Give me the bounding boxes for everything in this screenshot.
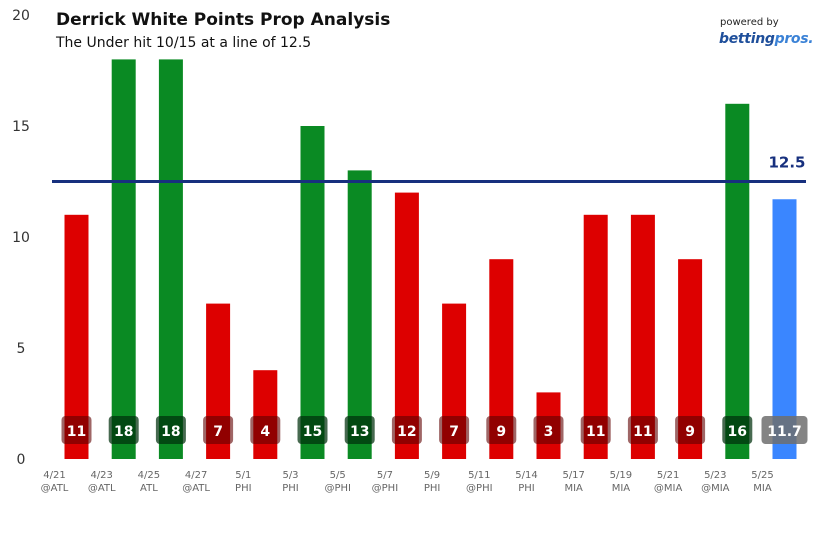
chart-subtitle: The Under hit 10/15 at a line of 12.5 (56, 35, 312, 51)
x-tick-date: 5/1 (235, 470, 251, 481)
value-label-box (155, 416, 186, 444)
value-label: 11.7 (767, 424, 802, 440)
value-label-box (297, 416, 328, 444)
x-tick-date: 5/17 (562, 470, 584, 481)
x-tick-date: 5/5 (330, 470, 346, 481)
value-label-box (722, 416, 753, 444)
value-label: 16 (728, 424, 747, 440)
value-label: 18 (114, 424, 133, 440)
y-tick-label: 10 (12, 230, 30, 246)
value-label-box (344, 416, 375, 444)
chart-title: Derrick White Points Prop Analysis (56, 10, 391, 30)
value-label-box (627, 416, 658, 444)
value-label-box (486, 416, 517, 444)
x-tick-date: 5/3 (282, 470, 298, 481)
value-label-box (439, 416, 470, 444)
logo-text-part1: betting (719, 31, 775, 47)
value-label-box (250, 416, 281, 444)
x-tick-opponent: ATL (140, 483, 158, 494)
x-tick-opponent: PHI (424, 483, 441, 494)
x-tick-opponent: @PHI (372, 483, 399, 494)
x-tick-opponent: @MIA (701, 483, 730, 494)
bar[interactable] (253, 370, 278, 459)
value-labels-group: 11 18 18 7 4 15 13 12 7 9 3 11 11 9 16 11.7 (61, 416, 808, 444)
y-axis: 0 5 10 15 20 (12, 8, 30, 468)
value-label-box (391, 416, 422, 444)
y-tick-label: 5 (17, 341, 26, 357)
value-label: 11 (633, 424, 652, 440)
value-label: 13 (350, 424, 369, 440)
x-tick-date: 4/27 (185, 470, 207, 481)
x-tick-date: 4/21 (43, 470, 65, 481)
value-label-box (675, 416, 706, 444)
x-tick-date: 5/9 (424, 470, 440, 481)
value-label: 15 (303, 424, 322, 440)
bars-group (64, 59, 797, 460)
logo-text-part2: pros. (774, 31, 814, 47)
value-label: 11 (67, 424, 86, 440)
powered-by-text: powered by (720, 17, 779, 28)
value-label: 7 (213, 424, 223, 440)
value-label: 3 (544, 424, 554, 440)
x-tick-opponent: PHI (282, 483, 299, 494)
value-label: 4 (260, 424, 270, 440)
y-tick-label: 15 (12, 119, 30, 135)
x-tick-date: 5/14 (515, 470, 537, 481)
x-tick-opponent: @ATL (88, 483, 116, 494)
x-tick-opponent: @ATL (41, 483, 69, 494)
value-label-box (580, 416, 611, 444)
y-tick-label: 20 (12, 8, 30, 24)
value-label: 9 (496, 424, 506, 440)
x-tick-date: 5/25 (751, 470, 773, 481)
x-tick-opponent: @PHI (466, 483, 493, 494)
x-tick-date: 5/7 (377, 470, 393, 481)
x-tick-opponent: @PHI (324, 483, 351, 494)
x-axis: 4/21 @ATL 4/23 @ATL 4/25 ATL 4/27 @ATL 5/1 PHI 5/3… (41, 470, 774, 494)
x-tick-opponent: @ATL (182, 483, 210, 494)
y-tick-label: 0 (17, 452, 26, 468)
bar[interactable] (158, 59, 183, 460)
x-tick-opponent: MIA (753, 483, 772, 494)
value-label: 11 (586, 424, 605, 440)
x-tick-date: 5/19 (610, 470, 632, 481)
value-label-box (533, 416, 564, 444)
value-label-box (61, 416, 92, 444)
value-label-box (761, 416, 808, 444)
reference-line-label: 12.5 (768, 154, 805, 172)
value-label: 12 (397, 424, 416, 440)
x-tick-opponent: @MIA (654, 483, 683, 494)
x-tick-opponent: MIA (564, 483, 583, 494)
bar[interactable] (347, 170, 372, 459)
bettingpros-logo[interactable]: bettingpros. (719, 31, 814, 47)
value-label: 7 (449, 424, 459, 440)
reference-line-group: 12.5 (52, 154, 806, 183)
bar[interactable] (772, 199, 797, 459)
x-tick-date: 5/23 (704, 470, 726, 481)
bar[interactable] (111, 59, 136, 460)
x-tick-opponent: PHI (518, 483, 535, 494)
value-label-box (203, 416, 234, 444)
value-label: 18 (161, 424, 180, 440)
bar[interactable] (725, 103, 750, 460)
value-label: 9 (685, 424, 695, 440)
x-tick-opponent: MIA (612, 483, 631, 494)
bar[interactable] (394, 192, 419, 459)
bar[interactable] (300, 126, 325, 459)
x-tick-date: 5/11 (468, 470, 490, 481)
x-tick-date: 4/25 (138, 470, 160, 481)
x-tick-opponent: PHI (235, 483, 252, 494)
x-tick-date: 5/21 (657, 470, 679, 481)
value-label-box (108, 416, 139, 444)
x-tick-date: 4/23 (90, 470, 112, 481)
